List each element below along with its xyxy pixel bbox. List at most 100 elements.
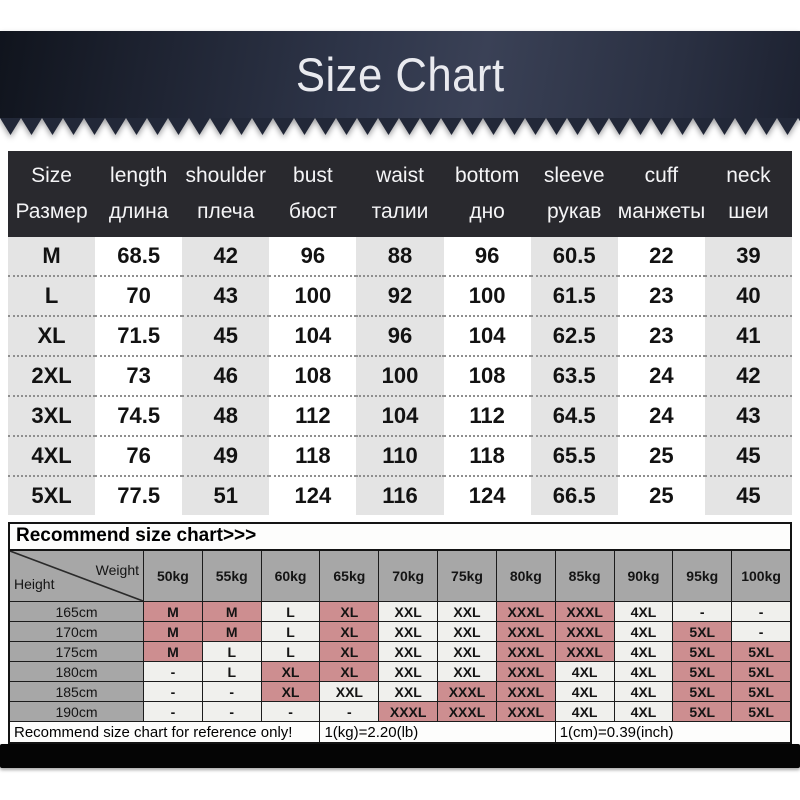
recommend-size-cell: 5XL <box>731 641 790 661</box>
recommend-size-cell: 5XL <box>672 661 732 681</box>
weight-column-header: 70kg <box>378 551 438 601</box>
measurement-cell: 76 <box>95 435 183 476</box>
size-label-cell: M <box>8 237 96 276</box>
recommend-size-cell: - <box>731 621 790 641</box>
height-axis-label: Height <box>14 576 55 592</box>
recommend-size-cell: XXXL <box>495 661 555 681</box>
column-header-en: Size <box>31 164 72 187</box>
measurement-cell: 61.5 <box>530 275 618 316</box>
measurement-cell: 64.5 <box>530 395 618 436</box>
column-header-ru: бюст <box>288 200 337 223</box>
recommend-size-cell: M <box>143 641 202 661</box>
recommend-size-cell: M <box>201 601 261 621</box>
measurement-cell: 23 <box>617 315 705 356</box>
height-row-header: 165cm <box>10 601 143 621</box>
size-column-header: waist талии <box>356 151 444 237</box>
recommend-size-cell: XXXL <box>437 701 496 721</box>
column-header-ru: талии <box>371 200 429 223</box>
measurement-cell: 108 <box>269 355 357 396</box>
size-column-header: shoulder плеча <box>182 151 270 237</box>
size-table-header: Size Размер length длина shoulder плеча bust бю… <box>8 151 792 237</box>
measurement-cell: 96 <box>356 315 444 356</box>
recommend-size-cell: 5XL <box>731 681 790 701</box>
recommend-size-cell: 4XL <box>613 681 673 701</box>
measurement-cell: 24 <box>617 395 705 436</box>
weight-column-header: 90kg <box>613 551 673 601</box>
size-table-row: M 68.5 42 96 88 96 60.5 22 39 <box>8 237 792 276</box>
size-label-cell: 3XL <box>8 395 96 436</box>
size-label-cell: 2XL <box>8 355 96 396</box>
measurement-cell: 25 <box>617 435 705 476</box>
recommend-size-cell: M <box>143 621 202 641</box>
recommend-size-cell: XXXL <box>495 641 555 661</box>
height-row-header: 190cm <box>10 701 143 721</box>
measurement-cell: 49 <box>182 435 270 476</box>
recommend-size-cell: - <box>260 701 320 721</box>
height-row-header: 180cm <box>10 661 143 681</box>
recommend-size-cell: 4XL <box>554 681 614 701</box>
size-table-row: 5XL 77.5 51 124 116 124 66.5 25 45 <box>8 475 792 515</box>
cm-to-inch-conversion: 1(cm)=0.39(inch) <box>554 721 790 742</box>
recommend-size-cell: 4XL <box>613 601 673 621</box>
size-column-header: cuff манжеты <box>617 151 706 237</box>
measurement-cell: 40 <box>704 275 792 316</box>
measurement-cell: 124 <box>269 475 357 515</box>
recommend-size-cell: - <box>201 701 261 721</box>
recommend-size-cell: XXL <box>378 661 438 681</box>
measurement-cell: 42 <box>182 237 270 276</box>
measurement-cell: 108 <box>443 355 531 396</box>
measurement-cell: 66.5 <box>530 475 618 515</box>
measurement-cell: 45 <box>704 435 792 476</box>
recommend-table-title: Recommend size chart>>> <box>10 524 790 551</box>
recommend-size-cell: XXL <box>378 601 438 621</box>
size-chart-banner: Size Chart <box>0 31 800 136</box>
column-header-en: bottom <box>455 164 520 187</box>
weight-column-header: 85kg <box>554 551 614 601</box>
measurement-cell: 62.5 <box>530 315 618 356</box>
recommend-size-cell: XXXL <box>495 601 555 621</box>
size-column-header: bottom дно <box>443 151 531 237</box>
measurement-cell: 24 <box>617 355 705 396</box>
recommend-size-cell: 4XL <box>554 661 614 681</box>
weight-column-header: 65kg <box>319 551 379 601</box>
recommend-size-cell: 4XL <box>613 621 673 641</box>
weight-column-header: 100kg <box>731 551 790 601</box>
measurement-cell: 46 <box>182 355 270 396</box>
recommend-size-cell: XXL <box>437 641 496 661</box>
recommend-size-cell: 4XL <box>613 701 673 721</box>
recommend-size-cell: XXXL <box>554 621 614 641</box>
recommend-size-cell: XXL <box>378 641 438 661</box>
size-column-header: Size Размер <box>8 151 96 237</box>
recommend-size-cell: XXXL <box>554 601 614 621</box>
measurement-cell: 118 <box>443 435 531 476</box>
measurement-cell: 65.5 <box>530 435 618 476</box>
banner-background: Size Chart <box>0 31 800 118</box>
recommend-size-cell: L <box>260 601 320 621</box>
size-label-cell: L <box>8 275 96 316</box>
measurement-cell: 48 <box>182 395 270 436</box>
measurement-cell: 51 <box>182 475 270 515</box>
weight-column-header: 55kg <box>201 551 261 601</box>
recommend-size-cell: XL <box>319 661 379 681</box>
recommend-size-table: Recommend size chart>>> Height Weight 50… <box>8 522 792 744</box>
column-header-ru: рукав <box>546 200 602 223</box>
measurement-cell: 112 <box>269 395 357 436</box>
recommend-size-cell: 5XL <box>672 621 732 641</box>
column-header-ru: манжеты <box>617 200 706 223</box>
measurement-cell: 43 <box>182 275 270 316</box>
measurement-cell: 45 <box>704 475 792 515</box>
recommend-size-cell: XXXL <box>495 621 555 641</box>
column-header-ru: шеи <box>728 200 769 223</box>
size-measurements-table: Size Размер length длина shoulder плеча bust бю… <box>8 151 792 515</box>
size-label-cell: XL <box>8 315 96 356</box>
measurement-cell: 100 <box>269 275 357 316</box>
measurement-cell: 43 <box>704 395 792 436</box>
size-column-header: length длина <box>95 151 183 237</box>
column-header-en: shoulder <box>185 164 267 187</box>
height-weight-corner-cell: Height Weight <box>10 551 143 601</box>
size-table-row: 3XL 74.5 48 112 104 112 64.5 24 43 <box>8 395 792 436</box>
recommend-size-cell: M <box>201 621 261 641</box>
recommend-size-cell: XL <box>319 601 379 621</box>
recommend-size-cell: XL <box>260 661 320 681</box>
recommend-size-cell: XXL <box>437 601 496 621</box>
